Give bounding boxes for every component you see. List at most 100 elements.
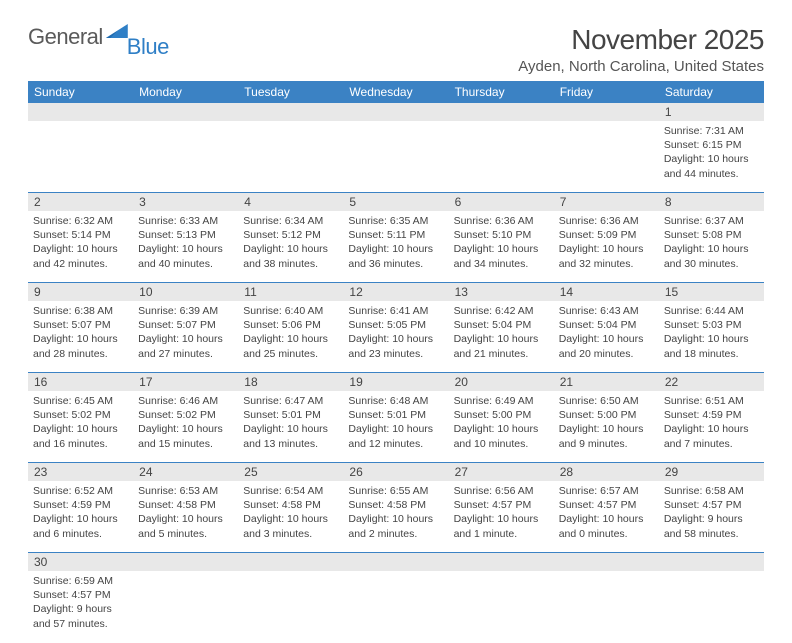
calendar-cell: Sunrise: 6:36 AMSunset: 5:10 PMDaylight:… [449,211,554,283]
day-number: 16 [28,373,133,391]
title-block: November 2025 Ayden, North Carolina, Uni… [518,24,764,75]
day-number: 28 [554,463,659,481]
daylight-line: Daylight: 9 hours [33,602,128,616]
day-number [343,103,448,121]
calendar-cell: Sunrise: 6:32 AMSunset: 5:14 PMDaylight:… [28,211,133,283]
day-number [133,103,238,121]
sunrise-line: Sunrise: 6:50 AM [559,394,654,408]
daylight-line: Daylight: 10 hours [559,332,654,346]
day-number [449,103,554,121]
calendar-cell: Sunrise: 6:48 AMSunset: 5:01 PMDaylight:… [343,391,448,463]
daylight-line: Daylight: 10 hours [138,332,233,346]
day-header: Sunday [28,81,133,103]
sunrise-line: Sunrise: 6:35 AM [348,214,443,228]
calendar-cell-empty [343,571,448,643]
daylight-line: Daylight: 10 hours [243,512,338,526]
sunset-line: Sunset: 5:01 PM [243,408,338,422]
daylight-line: Daylight: 10 hours [243,332,338,346]
daylight-line: Daylight: 10 hours [559,242,654,256]
day-header: Thursday [449,81,554,103]
daylight-line: Daylight: 10 hours [243,242,338,256]
day-number: 25 [238,463,343,481]
daylight-line: and 16 minutes. [33,437,128,451]
calendar-cell-empty [554,121,659,193]
calendar-cell: Sunrise: 6:35 AMSunset: 5:11 PMDaylight:… [343,211,448,283]
month-title: November 2025 [518,24,764,56]
day-number: 4 [238,193,343,211]
sunset-line: Sunset: 5:10 PM [454,228,549,242]
sunrise-line: Sunrise: 6:32 AM [33,214,128,228]
daylight-line: and 38 minutes. [243,257,338,271]
logo-sail-icon [106,24,128,38]
sunrise-line: Sunrise: 6:45 AM [33,394,128,408]
daylight-line: Daylight: 10 hours [664,152,759,166]
daylight-line: and 28 minutes. [33,347,128,361]
calendar-cell: Sunrise: 6:36 AMSunset: 5:09 PMDaylight:… [554,211,659,283]
daylight-line: and 12 minutes. [348,437,443,451]
daylight-line: Daylight: 10 hours [138,512,233,526]
sunrise-line: Sunrise: 6:41 AM [348,304,443,318]
sunset-line: Sunset: 4:58 PM [243,498,338,512]
week-row: Sunrise: 6:32 AMSunset: 5:14 PMDaylight:… [28,211,764,283]
sunrise-line: Sunrise: 6:57 AM [559,484,654,498]
day-number: 19 [343,373,448,391]
sunset-line: Sunset: 5:00 PM [559,408,654,422]
daylight-line: and 34 minutes. [454,257,549,271]
sunset-line: Sunset: 5:07 PM [33,318,128,332]
daylight-line: Daylight: 10 hours [559,422,654,436]
day-number: 26 [343,463,448,481]
day-number: 1 [659,103,764,121]
daylight-line: and 5 minutes. [138,527,233,541]
calendar-cell: Sunrise: 6:53 AMSunset: 4:58 PMDaylight:… [133,481,238,553]
daylight-line: and 18 minutes. [664,347,759,361]
daylight-line: and 1 minute. [454,527,549,541]
day-number [659,553,764,571]
day-header: Saturday [659,81,764,103]
logo-text-general: General [28,24,103,50]
day-number: 7 [554,193,659,211]
daylight-line: and 0 minutes. [559,527,654,541]
daylight-line: and 3 minutes. [243,527,338,541]
week-row: Sunrise: 6:52 AMSunset: 4:59 PMDaylight:… [28,481,764,553]
day-number: 29 [659,463,764,481]
day-number: 18 [238,373,343,391]
calendar-cell: Sunrise: 6:47 AMSunset: 5:01 PMDaylight:… [238,391,343,463]
day-number: 20 [449,373,554,391]
sunrise-line: Sunrise: 6:39 AM [138,304,233,318]
calendar-cell: Sunrise: 6:41 AMSunset: 5:05 PMDaylight:… [343,301,448,373]
sunset-line: Sunset: 4:58 PM [138,498,233,512]
daylight-line: and 57 minutes. [33,617,128,631]
calendar-cell: Sunrise: 6:42 AMSunset: 5:04 PMDaylight:… [449,301,554,373]
daylight-line: Daylight: 9 hours [664,512,759,526]
sunset-line: Sunset: 4:57 PM [33,588,128,602]
day-number [554,103,659,121]
calendar-cell-empty [554,571,659,643]
calendar-cell-empty [449,121,554,193]
daylight-line: Daylight: 10 hours [348,512,443,526]
day-number: 2 [28,193,133,211]
daylight-line: Daylight: 10 hours [348,242,443,256]
calendar-cell: Sunrise: 6:45 AMSunset: 5:02 PMDaylight:… [28,391,133,463]
daylight-line: Daylight: 10 hours [454,332,549,346]
day-number [238,553,343,571]
calendar: SundayMondayTuesdayWednesdayThursdayFrid… [28,81,764,643]
location-subtitle: Ayden, North Carolina, United States [518,58,764,75]
sunset-line: Sunset: 5:12 PM [243,228,338,242]
daylight-line: and 9 minutes. [559,437,654,451]
sunrise-line: Sunrise: 6:47 AM [243,394,338,408]
daylight-line: Daylight: 10 hours [664,242,759,256]
calendar-cell: Sunrise: 6:58 AMSunset: 4:57 PMDaylight:… [659,481,764,553]
daylight-line: and 13 minutes. [243,437,338,451]
daylight-line: and 32 minutes. [559,257,654,271]
calendar-cell-empty [449,571,554,643]
calendar-cell-empty [238,121,343,193]
daylight-line: and 40 minutes. [138,257,233,271]
sunset-line: Sunset: 5:02 PM [33,408,128,422]
daylight-line: Daylight: 10 hours [33,242,128,256]
sunrise-line: Sunrise: 6:55 AM [348,484,443,498]
sunrise-line: Sunrise: 6:48 AM [348,394,443,408]
daylight-line: and 15 minutes. [138,437,233,451]
day-header: Friday [554,81,659,103]
day-number: 15 [659,283,764,301]
sunrise-line: Sunrise: 6:51 AM [664,394,759,408]
